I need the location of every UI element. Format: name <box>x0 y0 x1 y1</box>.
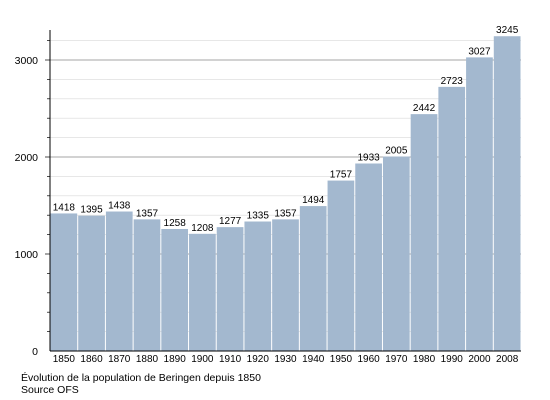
chart-caption: Évolution de la population de Beringen d… <box>21 372 261 384</box>
x-tick-label: 1930 <box>274 354 297 365</box>
bar-value-label: 2005 <box>385 146 408 157</box>
x-tick-label: 1950 <box>330 354 353 365</box>
y-tick-label: 1000 <box>15 249 39 261</box>
x-tick-label: 1910 <box>219 354 242 365</box>
bar-value-label: 1277 <box>219 216 242 227</box>
bar-value-label: 1418 <box>53 202 76 213</box>
x-tick-label: 1880 <box>136 354 159 365</box>
bar-value-label: 1357 <box>274 208 297 219</box>
x-tick-label: 1860 <box>80 354 103 365</box>
bar-value-label: 3245 <box>496 25 519 36</box>
bar-value-label: 1258 <box>164 218 187 229</box>
bar-value-label: 1494 <box>302 195 325 206</box>
bar <box>466 57 493 351</box>
axes <box>45 30 521 352</box>
x-tick-label: 2000 <box>468 354 491 365</box>
bar <box>493 36 521 352</box>
bar-value-label: 1357 <box>136 208 159 219</box>
bar-value-label: 1335 <box>247 211 270 222</box>
bar-value-label: 1438 <box>108 201 131 212</box>
x-tick-label: 2008 <box>496 354 519 365</box>
bar <box>355 163 382 351</box>
x-tick-label: 1870 <box>108 354 131 365</box>
bar <box>189 233 216 351</box>
x-tick-label: 1960 <box>357 354 380 365</box>
bars <box>50 36 521 352</box>
x-tick-label: 1970 <box>385 354 408 365</box>
x-tick-label: 1980 <box>413 354 436 365</box>
x-tick-label: 1900 <box>191 354 214 365</box>
x-tick-label: 1990 <box>441 354 464 365</box>
bar-value-label: 1208 <box>191 223 214 234</box>
bar <box>272 219 299 351</box>
bar-value-label: 2723 <box>441 76 464 87</box>
y-tick-label: 3000 <box>15 55 39 67</box>
bar-value-label: 3027 <box>468 46 491 57</box>
bar <box>50 213 78 351</box>
bar <box>299 206 327 351</box>
bar <box>78 215 105 351</box>
bar <box>410 114 438 351</box>
bar <box>105 211 133 351</box>
bar <box>438 86 466 351</box>
bar <box>327 180 355 351</box>
y-tick-label: 2000 <box>15 152 39 164</box>
bar-value-label: 1395 <box>80 205 103 216</box>
bar-value-label: 1933 <box>357 152 380 163</box>
y-tick-label: 0 <box>32 346 38 358</box>
bar <box>133 219 161 351</box>
bar-value-label: 2442 <box>413 103 436 114</box>
labels: 0 1000 2000 3000 1418 1850 1395 1860 1438 1870 135… <box>15 25 519 365</box>
bar <box>161 228 189 351</box>
bar <box>244 221 272 351</box>
bar-value-label: 1757 <box>330 170 353 181</box>
x-tick-label: 1920 <box>247 354 270 365</box>
x-tick-label: 1850 <box>53 354 76 365</box>
x-tick-label: 1940 <box>302 354 325 365</box>
bar <box>382 156 410 351</box>
bar <box>216 227 244 351</box>
chart-source: Source OFS <box>21 384 79 396</box>
x-tick-label: 1890 <box>164 354 187 365</box>
